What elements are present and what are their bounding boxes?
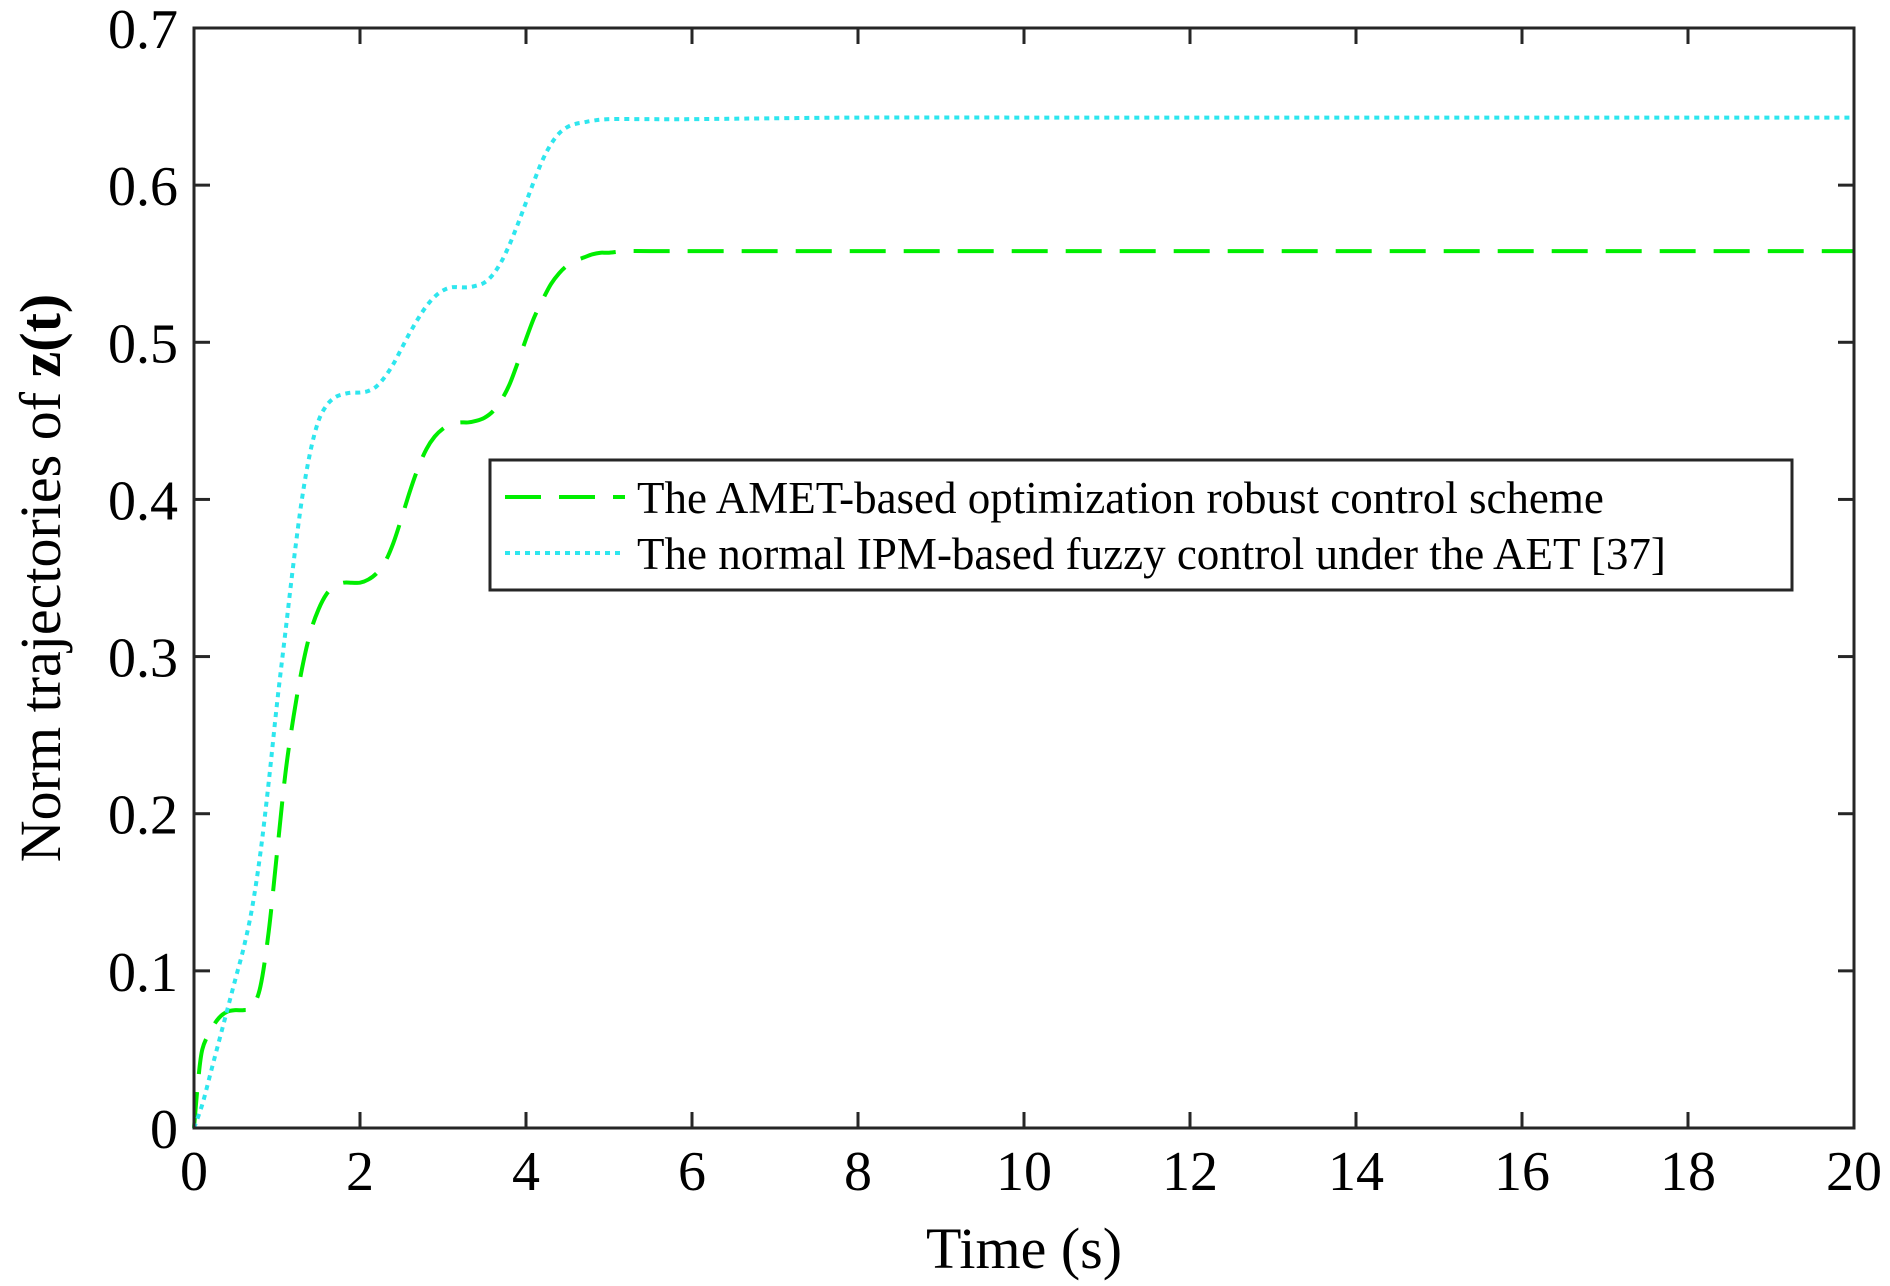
x-axis-label: Time (s) <box>926 1216 1122 1281</box>
y-tick-label: 0.7 <box>108 0 178 61</box>
legend-box <box>488 458 1794 592</box>
legend-label-ipm: The normal IPM-based fuzzy control under… <box>637 529 1666 579</box>
x-tick-label: 0 <box>180 1141 208 1203</box>
x-tick-label: 6 <box>678 1141 706 1203</box>
y-tick-label: 0.3 <box>108 628 178 690</box>
y-tick-label: 0.1 <box>108 942 178 1004</box>
tick-layer: 0 2 4 6 8 10 12 14 16 18 20 0 0.1 0.2 0.3 0.4 0.5 0.6 0.7 <box>108 0 1882 1203</box>
series-line-1 <box>192 115 1854 1129</box>
x-tick-label: 20 <box>1826 1141 1882 1203</box>
y-axis-label-prefix: Norm trajectories of <box>8 377 73 862</box>
series-layer <box>192 115 1854 1129</box>
x-tick-label: 8 <box>844 1141 872 1203</box>
x-tick-label: 16 <box>1494 1141 1550 1203</box>
y-axis-label: Norm trajectories of z(t) <box>8 294 73 862</box>
y-tick-label: 0.5 <box>108 313 178 375</box>
legend: The AMET-based optimization robust contr… <box>488 458 1794 592</box>
y-axis-label-bold: z(t) <box>8 294 73 378</box>
x-tick-label: 14 <box>1328 1141 1384 1203</box>
x-tick-label: 4 <box>512 1141 540 1203</box>
y-tick-label: 0.6 <box>108 156 178 218</box>
y-tick-label: 0 <box>150 1099 178 1161</box>
x-tick-label: 2 <box>346 1141 374 1203</box>
x-tick-label: 18 <box>1660 1141 1716 1203</box>
y-tick-label: 0.4 <box>108 470 178 532</box>
series-line-0 <box>192 249 1854 1129</box>
x-tick-label: 12 <box>1162 1141 1218 1203</box>
legend-label-amet: The AMET-based optimization robust contr… <box>637 473 1604 523</box>
y-tick-label: 0.2 <box>108 785 178 847</box>
x-tick-label: 10 <box>996 1141 1052 1203</box>
plot-frame <box>192 26 1856 1130</box>
